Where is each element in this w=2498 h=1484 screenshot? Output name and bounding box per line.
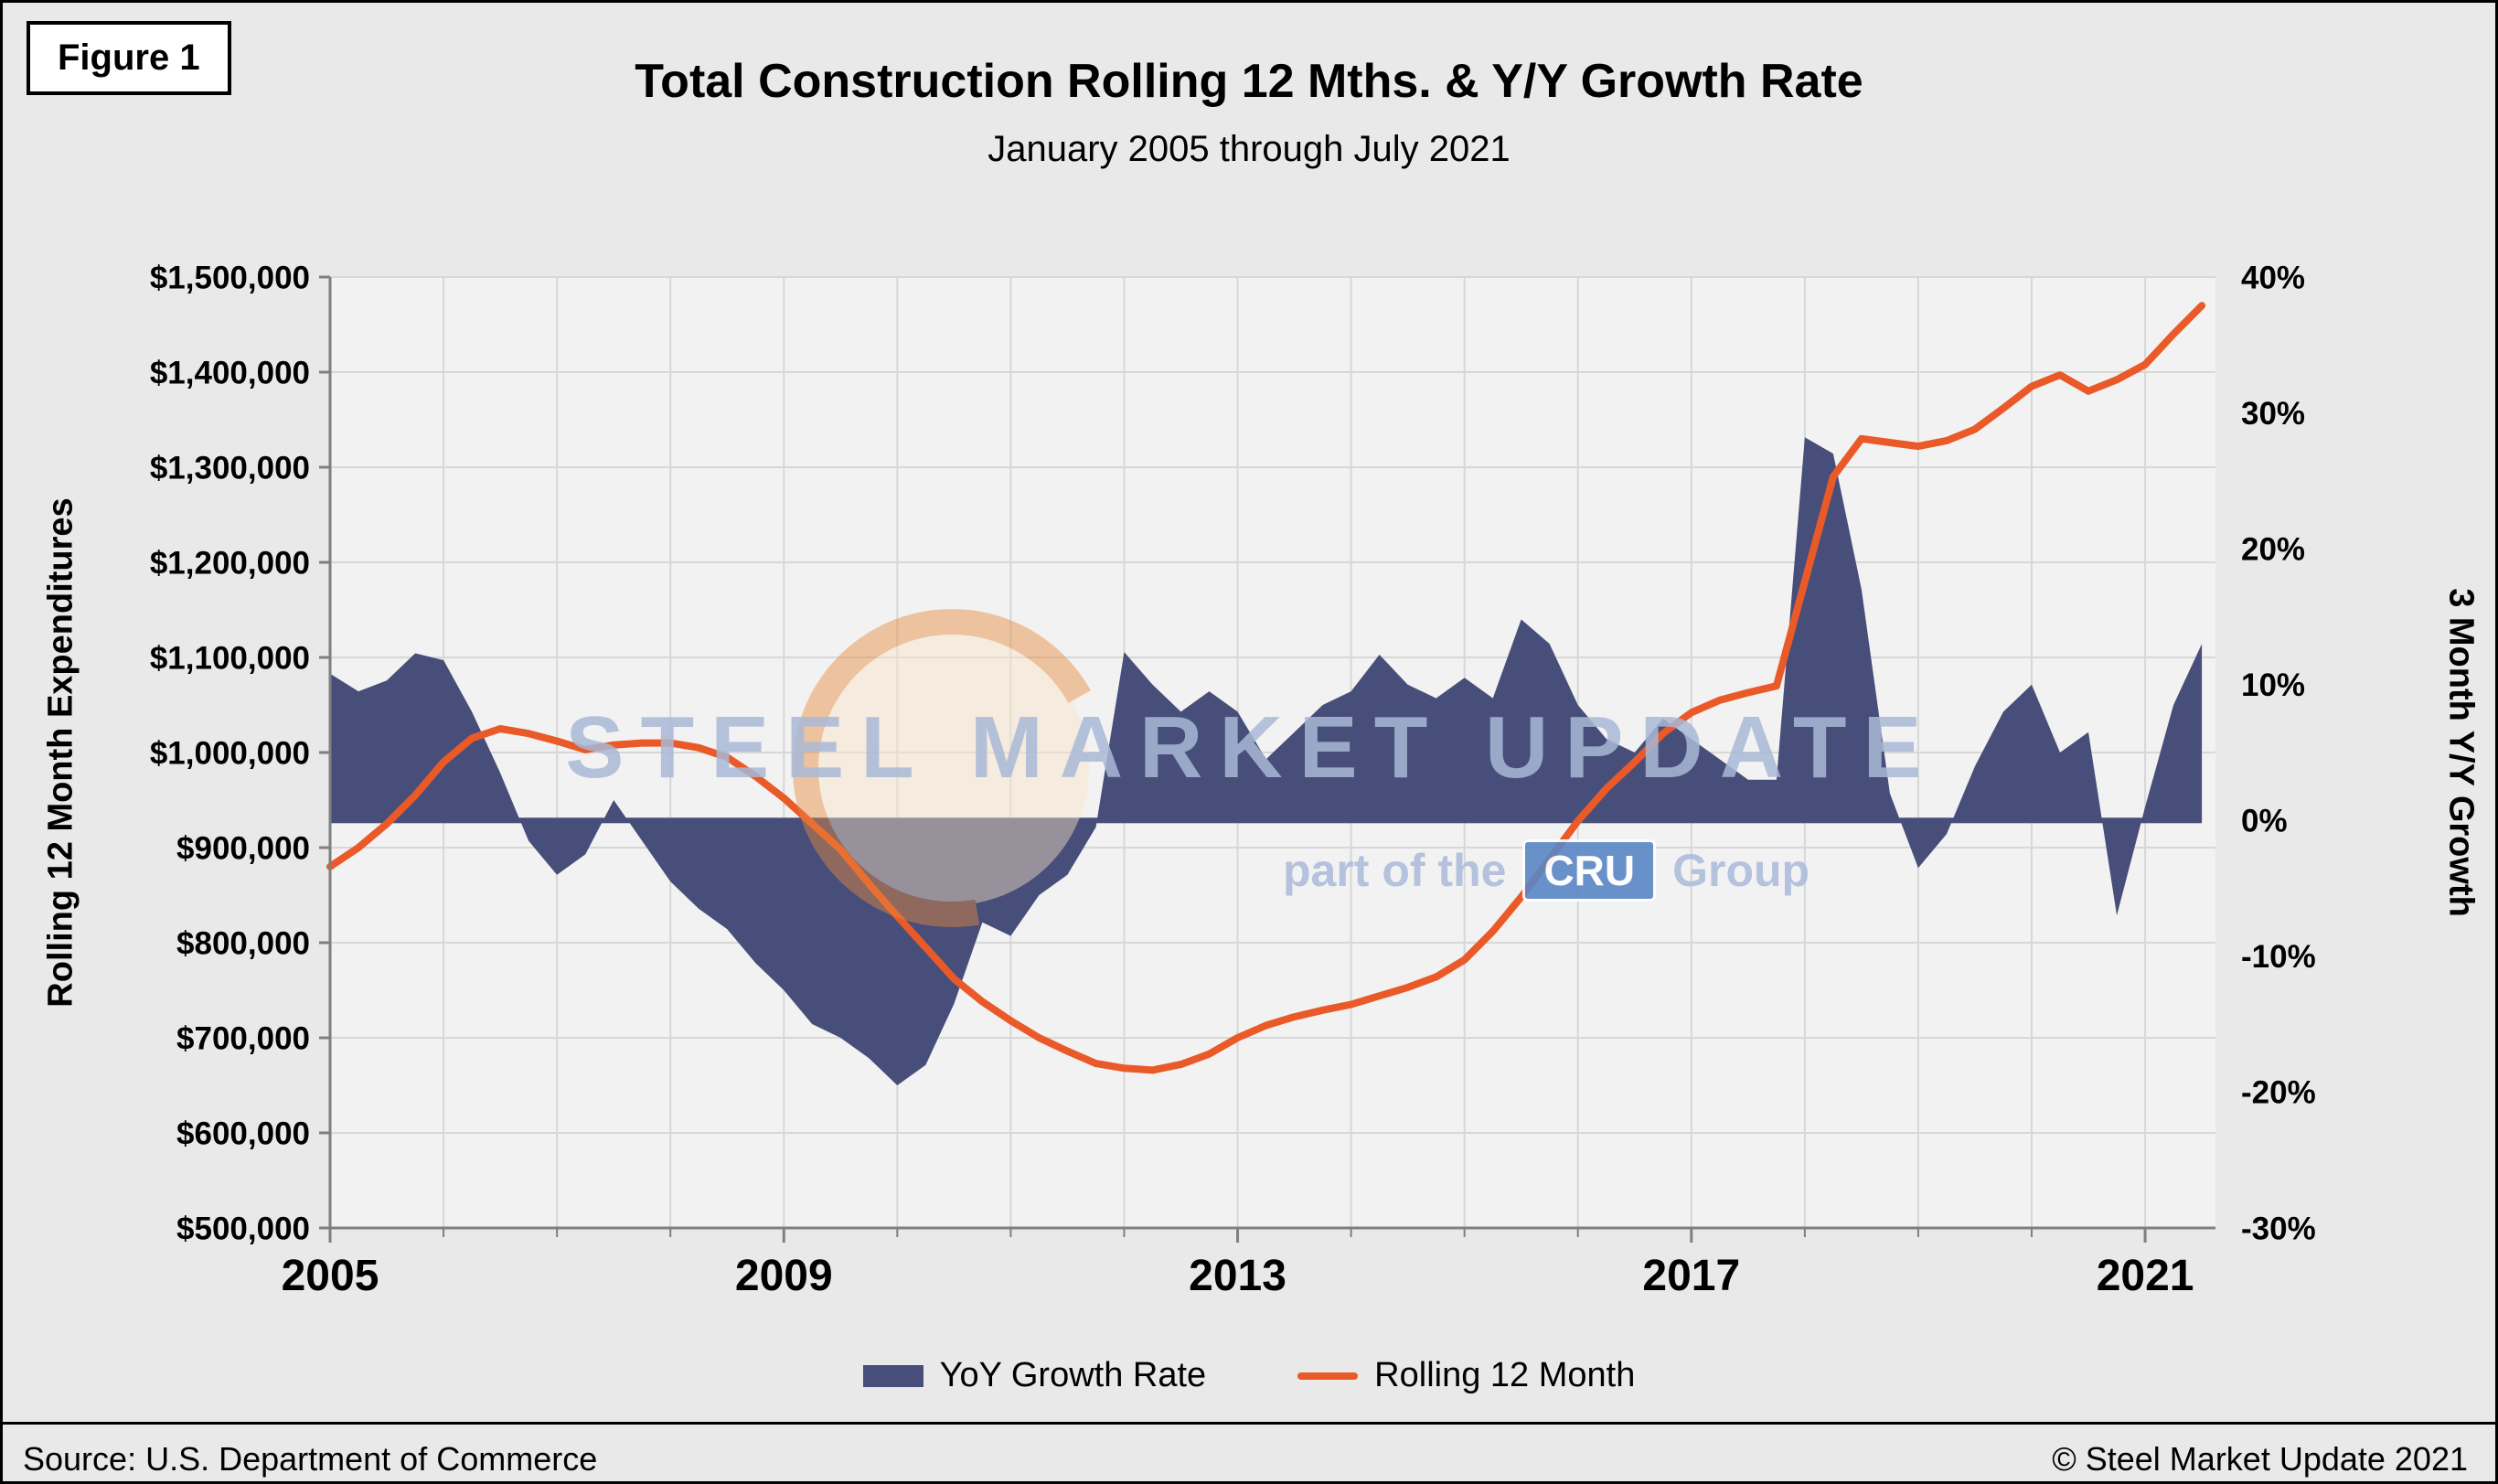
legend-label-yoy: YoY Growth Rate (939, 1356, 1207, 1394)
rolling-line-swatch-icon (1297, 1372, 1359, 1380)
legend-item-rolling: Rolling 12 Month (1297, 1356, 1635, 1395)
right-tick-label: 20% (2241, 531, 2305, 567)
zero-baseline (330, 817, 2203, 824)
right-tick-label: -30% (2241, 1211, 2316, 1246)
x-tick-label: 2005 (282, 1252, 379, 1300)
left-tick-label: $600,000 (176, 1116, 310, 1151)
rolling-12-month-line (326, 302, 2206, 1074)
x-tick-label: 2017 (1642, 1252, 1740, 1300)
x-tick-label: 2021 (2097, 1252, 2194, 1300)
right-tick-label: 40% (2241, 260, 2305, 295)
right-tick-label: 30% (2241, 396, 2305, 432)
yoy-growth-area (330, 437, 2203, 1085)
left-tick-label: $800,000 (176, 925, 310, 961)
left-tick-label: $1,500,000 (150, 260, 310, 295)
chart-subtitle: January 2005 through July 2021 (987, 129, 1511, 169)
right-tick-label: 10% (2241, 667, 2305, 703)
left-tick-label: $1,300,000 (150, 450, 310, 486)
yoy-area-swatch-icon (862, 1364, 923, 1387)
legend-label-rolling: Rolling 12 Month (1374, 1356, 1636, 1394)
left-tick-label: $500,000 (176, 1211, 310, 1246)
left-tick-label: $1,200,000 (150, 545, 310, 581)
right-axis-title: 3 Month Y/Y Growth (2441, 588, 2481, 917)
chart-title: Total Construction Rolling 12 Mths. & Y/… (635, 55, 1863, 108)
x-tick-label: 2009 (735, 1252, 833, 1300)
left-tick-label: $1,100,000 (150, 640, 310, 676)
legend-item-yoy: YoY Growth Rate (862, 1356, 1207, 1395)
right-tick-label: -20% (2241, 1075, 2316, 1111)
source-note: Source: U.S. Department of Commerce (23, 1440, 598, 1478)
left-tick-label: $1,000,000 (150, 735, 310, 771)
right-tick-label: 0% (2241, 804, 2288, 839)
right-tick-label: -10% (2241, 939, 2316, 975)
figure-label: Figure 1 (27, 21, 231, 95)
left-tick-label: $700,000 (176, 1020, 310, 1056)
legend: YoY Growth Rate Rolling 12 Month (3, 1356, 2495, 1395)
x-tick-label: 2013 (1189, 1252, 1286, 1300)
left-tick-label: $900,000 (176, 830, 310, 866)
left-tick-label: $1,400,000 (150, 355, 310, 390)
left-axis-title: Rolling 12 Month Expenditures (41, 497, 80, 1008)
footer-divider (3, 1422, 2495, 1425)
chart-plot-area: $500,000 $600,000 $700,000 $800,000 $900,000… (150, 260, 2316, 1300)
copyright-note: © Steel Market Update 2021 (2052, 1440, 2468, 1478)
